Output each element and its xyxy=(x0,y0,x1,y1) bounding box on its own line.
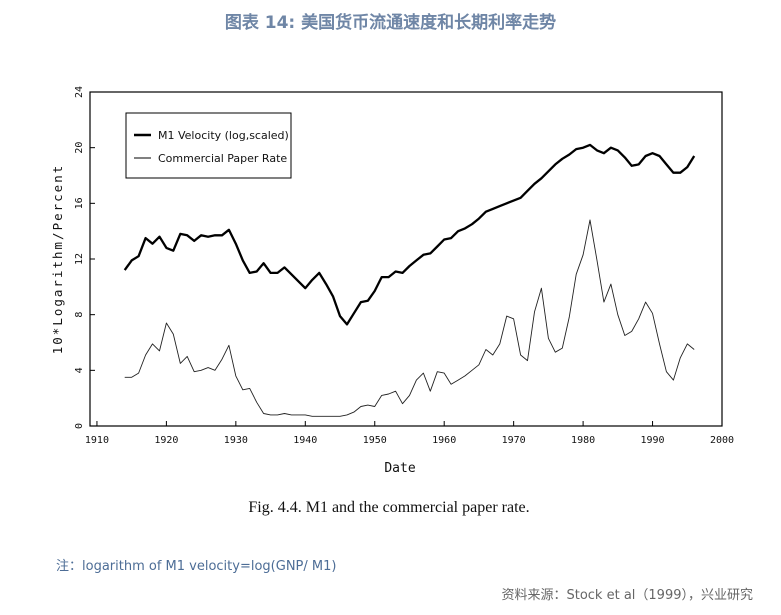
y-tick-label-8: 8 xyxy=(74,312,85,318)
series-layer xyxy=(123,143,696,417)
x-tick-label-1930: 1930 xyxy=(224,435,248,446)
x-tick-label-1920: 1920 xyxy=(154,435,178,446)
y-tick-label-12: 12 xyxy=(74,253,85,265)
y-tick-label-16: 16 xyxy=(74,197,85,209)
y-tick-label-0: 0 xyxy=(74,423,85,429)
source-credit: 资料来源：Stock et al（1999），兴业研究 xyxy=(501,588,753,603)
x-axis: 1910 1920 1930 1940 1950 1960 1970 1980 1990 2000 xyxy=(85,421,734,446)
x-tick-label-1960: 1960 xyxy=(432,435,456,446)
footnote: 注：logarithm of M1 velocity=log(GNP/ M1) xyxy=(56,559,337,574)
x-tick-label-1910: 1910 xyxy=(85,435,109,446)
legend-label-commercial-paper-rate: Commercial Paper Rate xyxy=(158,152,287,165)
x-axis-label: Date xyxy=(384,461,415,476)
legend-box xyxy=(125,112,292,179)
y-axis: 0 4 8 12 16 20 24 xyxy=(74,86,95,429)
x-tick-label-1970: 1970 xyxy=(502,435,526,446)
series-line-m1-velocity-log-scaled xyxy=(123,143,696,326)
x-tick-label-1980: 1980 xyxy=(571,435,595,446)
series-line-commercial-paper-rate xyxy=(124,219,695,417)
y-axis-label: 10*Logarithm/Percent xyxy=(50,164,65,355)
x-tick-label-2000: 2000 xyxy=(710,435,734,446)
chart-caption: Fig. 4.4. M1 and the commercial paper ra… xyxy=(248,499,529,516)
legend-label-m1-velocity: M1 Velocity (log,scaled) xyxy=(158,129,289,142)
page-title: 图表 14: 美国货币流通速度和长期利率走势 xyxy=(224,13,557,33)
y-tick-label-20: 20 xyxy=(74,142,85,154)
x-tick-label-1940: 1940 xyxy=(293,435,317,446)
y-tick-label-24: 24 xyxy=(74,86,85,98)
x-tick-label-1950: 1950 xyxy=(363,435,387,446)
y-tick-label-4: 4 xyxy=(74,367,85,373)
legend: M1 Velocity (log,scaled) Commercial Pape… xyxy=(125,112,292,179)
x-tick-label-1990: 1990 xyxy=(641,435,665,446)
